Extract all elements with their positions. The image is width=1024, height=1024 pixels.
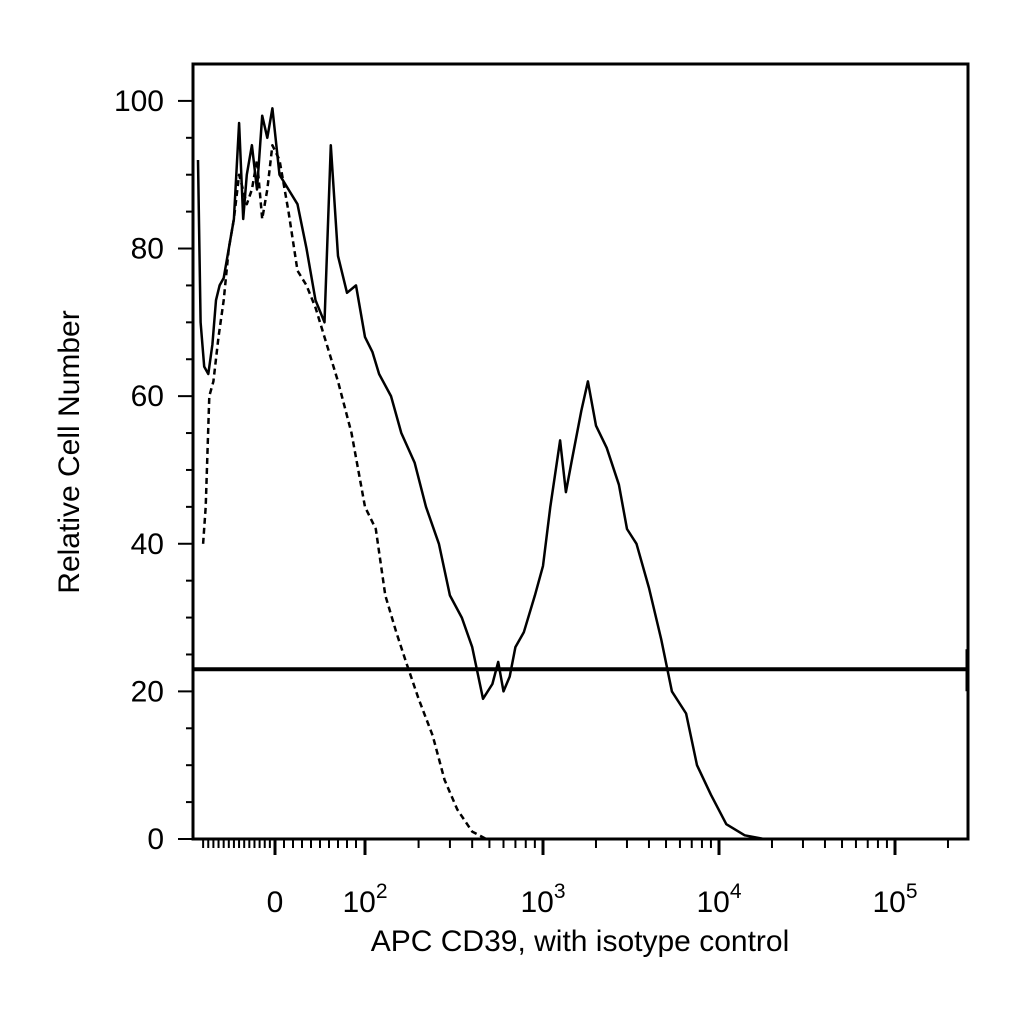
cd39-histogram bbox=[196, 107, 965, 841]
x-tick-label: 103 bbox=[520, 880, 565, 919]
x-tick-label: 102 bbox=[342, 880, 387, 919]
x-tick-label: 104 bbox=[696, 880, 741, 919]
y-tick-label: 60 bbox=[131, 380, 164, 413]
isotype-control-histogram bbox=[201, 143, 965, 841]
y-axis: 0 20 40 60 80 100 bbox=[114, 85, 193, 856]
x-tick-label: 0 bbox=[267, 886, 284, 919]
x-tick-label: 105 bbox=[872, 880, 917, 919]
plot-frame bbox=[191, 62, 970, 841]
x-axis: 0 102 103 104 105 bbox=[202, 839, 949, 919]
y-tick-label: 20 bbox=[131, 675, 164, 708]
series-layer bbox=[196, 107, 965, 841]
y-axis-title: Relative Cell Number bbox=[53, 310, 86, 593]
y-tick-label: 0 bbox=[147, 823, 164, 856]
y-tick-label: 40 bbox=[131, 528, 164, 561]
x-axis-title: APC CD39, with isotype control bbox=[371, 925, 790, 958]
y-tick-label: 100 bbox=[114, 85, 164, 118]
y-tick-label: 80 bbox=[131, 233, 164, 266]
